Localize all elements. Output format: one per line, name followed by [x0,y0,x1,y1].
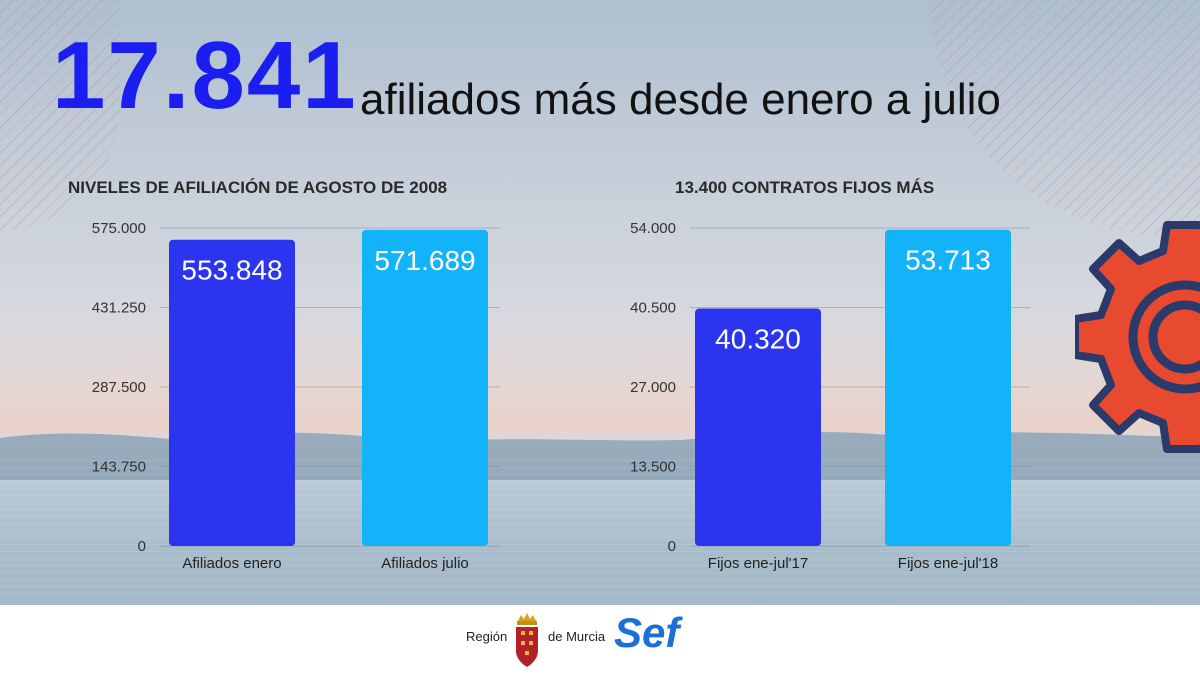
bar [362,229,488,547]
footer-murcia-label: de Murcia [548,629,606,644]
bar-value-label: 53.713 [905,245,991,276]
y-tick-label: 13.500 [630,459,676,476]
category-label: Afiliados enero [182,555,281,572]
y-tick-label: 0 [668,538,676,555]
y-tick-label: 575.000 [92,220,146,237]
y-tick-label: 143.750 [92,459,146,476]
y-tick-label: 0 [138,538,146,555]
sef-logo: Sef [614,609,680,656]
bar [885,229,1011,546]
y-tick-label: 54.000 [630,220,676,237]
region-crest-icon [516,613,538,667]
category-label: Fijos ene-jul'18 [898,555,998,572]
y-tick-label: 40.500 [630,300,676,317]
footer-region-label: Región [466,629,508,644]
bar [169,239,295,546]
bar-value-label: 40.320 [715,324,801,355]
y-tick-label: 431.250 [92,300,146,317]
category-label: Afiliados julio [381,555,469,572]
bar-value-label: 553.848 [181,255,282,286]
chart-title-contratos: 13.400 CONTRATOS FIJOS MÁS [675,178,935,197]
y-tick-label: 287.500 [92,379,146,396]
bar [695,308,821,546]
y-tick-label: 27.000 [630,379,676,396]
footer [0,605,1200,675]
bar-value-label: 571.689 [374,245,475,276]
headline-number: 17.841 [52,22,358,129]
category-label: Fijos ene-jul'17 [708,555,808,572]
headline-text: afiliados más desde enero a julio [360,75,1001,124]
gear-icon [1075,221,1200,453]
chart-title-afiliacion: NIVELES DE AFILIACIÓN DE AGOSTO DE 2008 [68,178,448,197]
